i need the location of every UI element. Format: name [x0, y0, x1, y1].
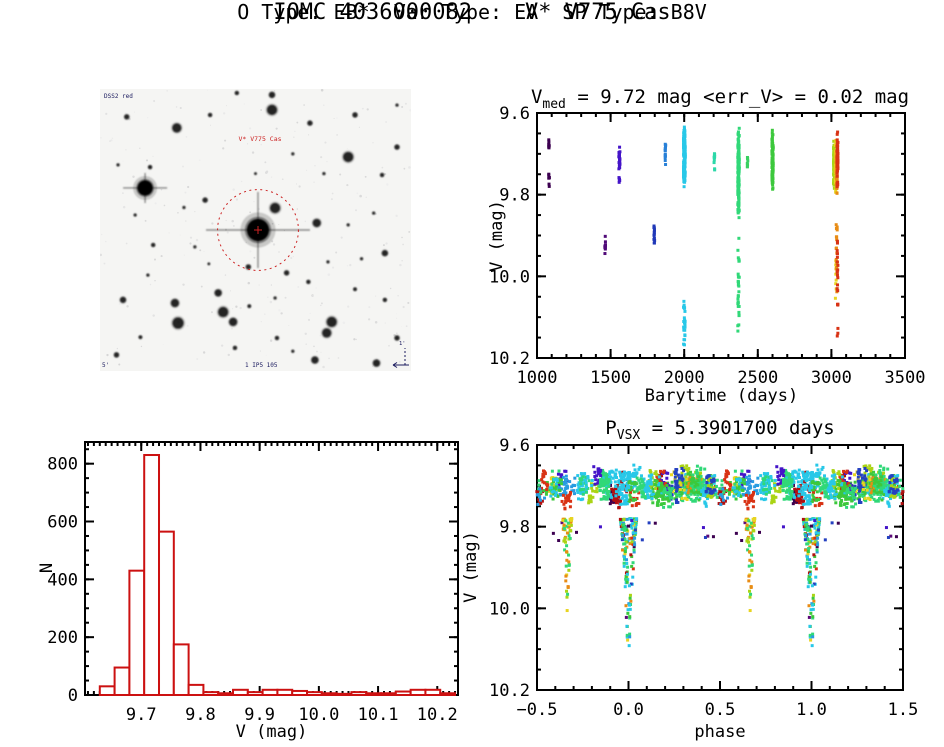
phase-title-pre: P: [605, 417, 617, 439]
svg-text:10.0: 10.0: [489, 267, 530, 287]
svg-text:5': 5': [102, 362, 109, 369]
lightcurve-title-pre: V: [530, 86, 543, 108]
svg-text:10.2: 10.2: [489, 349, 530, 369]
svg-text:2000: 2000: [664, 368, 705, 388]
svg-text:1.0: 1.0: [796, 700, 827, 720]
svg-text:10.0: 10.0: [298, 705, 339, 725]
svg-text:10.0: 10.0: [489, 599, 530, 619]
svg-text:1 IP5 105: 1 IP5 105: [245, 362, 278, 369]
phase-title-post: = 5.3901700 days: [640, 417, 835, 439]
svg-text:9.8: 9.8: [499, 186, 530, 206]
svg-text:800: 800: [47, 455, 78, 475]
svg-text:V* V775 Cas: V* V775 Cas: [238, 135, 281, 143]
svg-text:0.5: 0.5: [705, 700, 736, 720]
histogram-plot: 9.7 9.8 9.9 10.0 10.1 10.2 0 200 400 600 800: [47, 441, 459, 725]
svg-text:9.8: 9.8: [185, 705, 216, 725]
svg-text:3000: 3000: [811, 368, 852, 388]
svg-text:10.1: 10.1: [358, 705, 399, 725]
svg-text:1.5: 1.5: [888, 700, 919, 720]
svg-text:400: 400: [47, 570, 78, 590]
phase-title-sub: VSX: [616, 427, 641, 443]
svg-text:9.6: 9.6: [499, 104, 530, 124]
svg-text:3500: 3500: [885, 368, 926, 388]
page-title: IOMC 4036000082 V* V775 Cas: [273, 0, 671, 25]
phase-plot: −0.5 0.0 0.5 1.0 1.5 9.6 9.8 10.0 10.2: [489, 436, 919, 720]
svg-text:0.0: 0.0: [613, 700, 644, 720]
svg-text:9.7: 9.7: [126, 705, 157, 725]
svg-text:200: 200: [47, 628, 78, 648]
svg-text:9.9: 9.9: [244, 705, 275, 725]
lightcurve-title: Vmed = 9.72 mag <err_V> = 0.02 mag: [520, 86, 920, 112]
svg-text:1500: 1500: [590, 368, 631, 388]
svg-text:600: 600: [47, 513, 78, 533]
lightcurve-xaxis-label: Barytime (days): [644, 386, 799, 406]
histogram-yaxis-label: N: [37, 562, 57, 574]
svg-text:2500: 2500: [737, 368, 778, 388]
svg-text:−0.5: −0.5: [517, 700, 558, 720]
histogram-xaxis-label: V (mag): [235, 722, 308, 742]
lightcurve-title-sub: med: [542, 96, 566, 112]
svg-text:1': 1': [399, 341, 406, 347]
lightcurve-plot: 1000 1500 2000 2500 3000 3500 9.6 9.8 10.0 10.2: [489, 104, 926, 388]
phase-xaxis-label: phase: [694, 722, 746, 742]
svg-text:1000: 1000: [517, 368, 558, 388]
svg-text:10.2: 10.2: [417, 705, 458, 725]
lightcurve-title-post: = 9.72 mag <err_V> = 0.02 mag: [565, 86, 910, 108]
lightcurve-yaxis-label: V (mag): [487, 200, 507, 272]
svg-text:0: 0: [68, 686, 78, 706]
phase-yaxis-label: V (mag): [461, 531, 481, 603]
phase-plot-title: PVSX = 5.3901700 days: [537, 417, 903, 443]
svg-text:9.8: 9.8: [499, 518, 530, 538]
page-subtitle: O Type: EB* Var Type: EA SP Type: B8V: [237, 0, 707, 24]
svg-text:9.6: 9.6: [499, 436, 530, 456]
finding-chart-image: DSS2 red V* V775 Cas 1 IP5 105 5' 1': [100, 89, 411, 371]
svg-text:10.2: 10.2: [489, 681, 530, 701]
svg-text:DSS2 red: DSS2 red: [104, 93, 133, 100]
